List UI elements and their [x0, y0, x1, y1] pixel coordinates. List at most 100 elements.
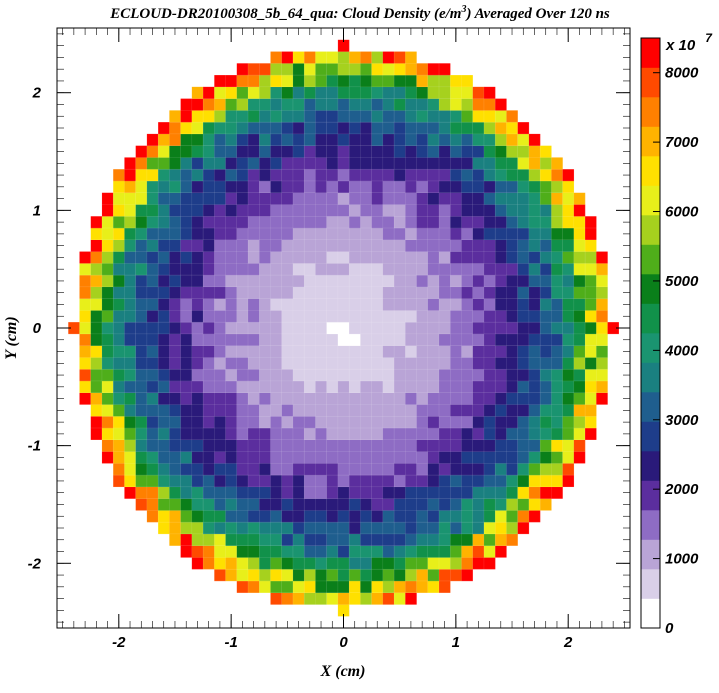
- heatmap-cell: [562, 169, 575, 182]
- heatmap-cell: [225, 110, 237, 123]
- heatmap-cell: [517, 486, 530, 499]
- heatmap-cell: [371, 51, 384, 64]
- heatmap-cell: [337, 157, 350, 170]
- heatmap-cell: [360, 569, 372, 582]
- heatmap-cell: [304, 286, 316, 299]
- heatmap-cell: [450, 357, 462, 370]
- heatmap-cell: [349, 522, 361, 535]
- heatmap-cell: [292, 404, 305, 417]
- heatmap-cell: [90, 286, 103, 299]
- y-tick-label: -2: [28, 555, 42, 572]
- heatmap-cell: [450, 545, 462, 558]
- heatmap-cell: [349, 333, 361, 346]
- heatmap-cell: [113, 451, 125, 464]
- heatmap-cell: [540, 239, 552, 252]
- heatmap-cell: [439, 451, 451, 464]
- heatmap-cell: [326, 380, 339, 393]
- heatmap-cell: [382, 498, 395, 511]
- heatmap-cell: [124, 263, 136, 276]
- heatmap-cell: [540, 345, 552, 358]
- heatmap-cell: [371, 180, 384, 193]
- heatmap-cell: [281, 404, 294, 417]
- heatmap-cell: [562, 392, 575, 405]
- heatmap-cell: [101, 251, 114, 264]
- heatmap-cell: [214, 533, 226, 546]
- heatmap-cell: [517, 498, 530, 511]
- heatmap-cell: [292, 580, 305, 593]
- heatmap-cell: [259, 428, 271, 440]
- heatmap-cell: [562, 263, 575, 276]
- heatmap-cell: [337, 557, 350, 570]
- heatmap-cell: [349, 157, 361, 170]
- heatmap-cell: [270, 157, 282, 170]
- heatmap-cell: [483, 169, 496, 182]
- heatmap-cell: [517, 145, 530, 158]
- heatmap-cell: [169, 310, 181, 323]
- heatmap-cell: [225, 263, 237, 276]
- heatmap-cell: [315, 228, 327, 240]
- heatmap-cell: [248, 75, 260, 88]
- heatmap-cell: [382, 216, 395, 229]
- heatmap-cell: [427, 192, 440, 205]
- heatmap-cell: [315, 510, 327, 523]
- heatmap-cell: [360, 192, 372, 205]
- heatmap-cell: [371, 533, 384, 546]
- heatmap-cell: [427, 251, 440, 264]
- heatmap-cell: [292, 86, 305, 99]
- heatmap-cell: [270, 122, 282, 135]
- heatmap-cell: [405, 180, 417, 193]
- heatmap-cell: [551, 475, 563, 488]
- heatmap-cell: [394, 275, 406, 288]
- heatmap-cell: [405, 51, 417, 64]
- heatmap-cell: [517, 451, 530, 464]
- heatmap-cell: [146, 169, 159, 182]
- colorbar-segment: [641, 480, 660, 511]
- heatmap-cell: [349, 192, 361, 205]
- heatmap-cell: [337, 463, 350, 476]
- heatmap-cell: [517, 322, 530, 335]
- heatmap-cell: [495, 251, 507, 264]
- heatmap-cell: [394, 428, 406, 440]
- heatmap-cell: [259, 239, 271, 252]
- heatmap-cell: [371, 475, 384, 488]
- heatmap-cell: [371, 463, 384, 476]
- heatmap-cell: [506, 486, 518, 499]
- x-tick-label: -1: [224, 634, 237, 651]
- heatmap-cell: [472, 239, 485, 252]
- heatmap-cell: [349, 451, 361, 464]
- heatmap-cell: [371, 451, 384, 464]
- heatmap-cell: [528, 180, 541, 193]
- heatmap-cell: [349, 286, 361, 299]
- heatmap-cell: [551, 286, 563, 299]
- heatmap-cell: [349, 345, 361, 358]
- heatmap-cell: [214, 180, 226, 193]
- colorbar-segment: [641, 244, 660, 275]
- y-tick-label: -1: [28, 438, 41, 455]
- heatmap-cell: [146, 263, 159, 276]
- heatmap-cell: [248, 180, 260, 193]
- heatmap-cell: [360, 404, 372, 417]
- heatmap-cell: [337, 592, 350, 605]
- heatmap-cell: [292, 416, 305, 429]
- heatmap-cell: [394, 580, 406, 593]
- heatmap-cell: [236, 275, 249, 288]
- heatmap-cell: [483, 122, 496, 135]
- heatmap-cell: [349, 51, 361, 64]
- heatmap-cell: [124, 369, 136, 382]
- heatmap-cell: [337, 63, 350, 76]
- colorbar-segment: [641, 569, 660, 599]
- heatmap-cell: [158, 228, 170, 240]
- heatmap-cell: [248, 510, 260, 523]
- heatmap-cell: [472, 286, 485, 299]
- heatmap-cell: [337, 51, 350, 64]
- heatmap-cell: [158, 322, 170, 335]
- heatmap-cell: [214, 204, 226, 217]
- heatmap-cell: [439, 522, 451, 535]
- heatmap-cell: [416, 239, 428, 252]
- heatmap-cell: [495, 498, 507, 511]
- heatmap-cell: [180, 216, 193, 229]
- heatmap-cell: [349, 251, 361, 264]
- heatmap-cell: [270, 263, 282, 276]
- heatmap-cell: [461, 133, 473, 146]
- heatmap-cell: [439, 369, 451, 382]
